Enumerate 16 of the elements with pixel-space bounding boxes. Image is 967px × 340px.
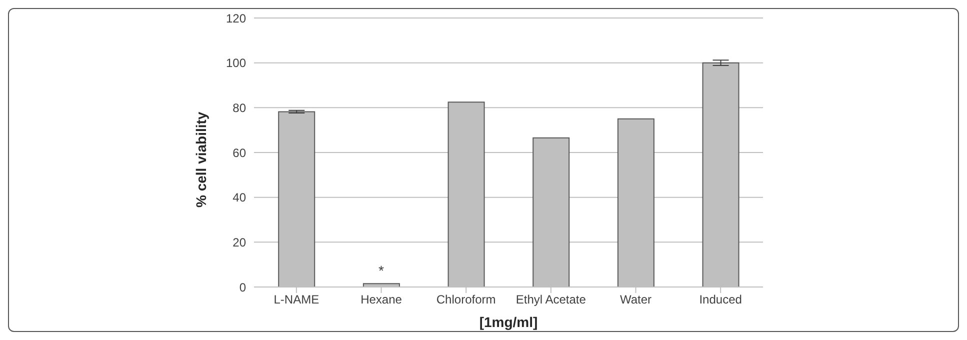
x-tick-label: Induced — [699, 292, 742, 307]
y-axis-title: % cell viability — [192, 112, 209, 208]
x-tick-label: L-NAME — [274, 292, 320, 307]
x-tick-label: Ethyl Acetate — [516, 292, 586, 307]
y-tick-label: 60 — [232, 146, 246, 160]
annotation: * — [378, 262, 385, 279]
y-tick-label: 80 — [232, 100, 246, 115]
y-tick-label: 120 — [226, 11, 246, 26]
x-axis-title: [1mg/ml] — [479, 314, 538, 330]
x-tick-label: Hexane — [360, 292, 402, 307]
y-tick-label: 20 — [232, 235, 246, 250]
y-tick-label: 40 — [232, 190, 246, 205]
x-tick-label: Water — [620, 292, 652, 307]
y-tick-label: 100 — [226, 56, 246, 70]
y-tick-label: 0 — [239, 280, 246, 294]
x-tick-label: Chloroform — [436, 292, 496, 307]
